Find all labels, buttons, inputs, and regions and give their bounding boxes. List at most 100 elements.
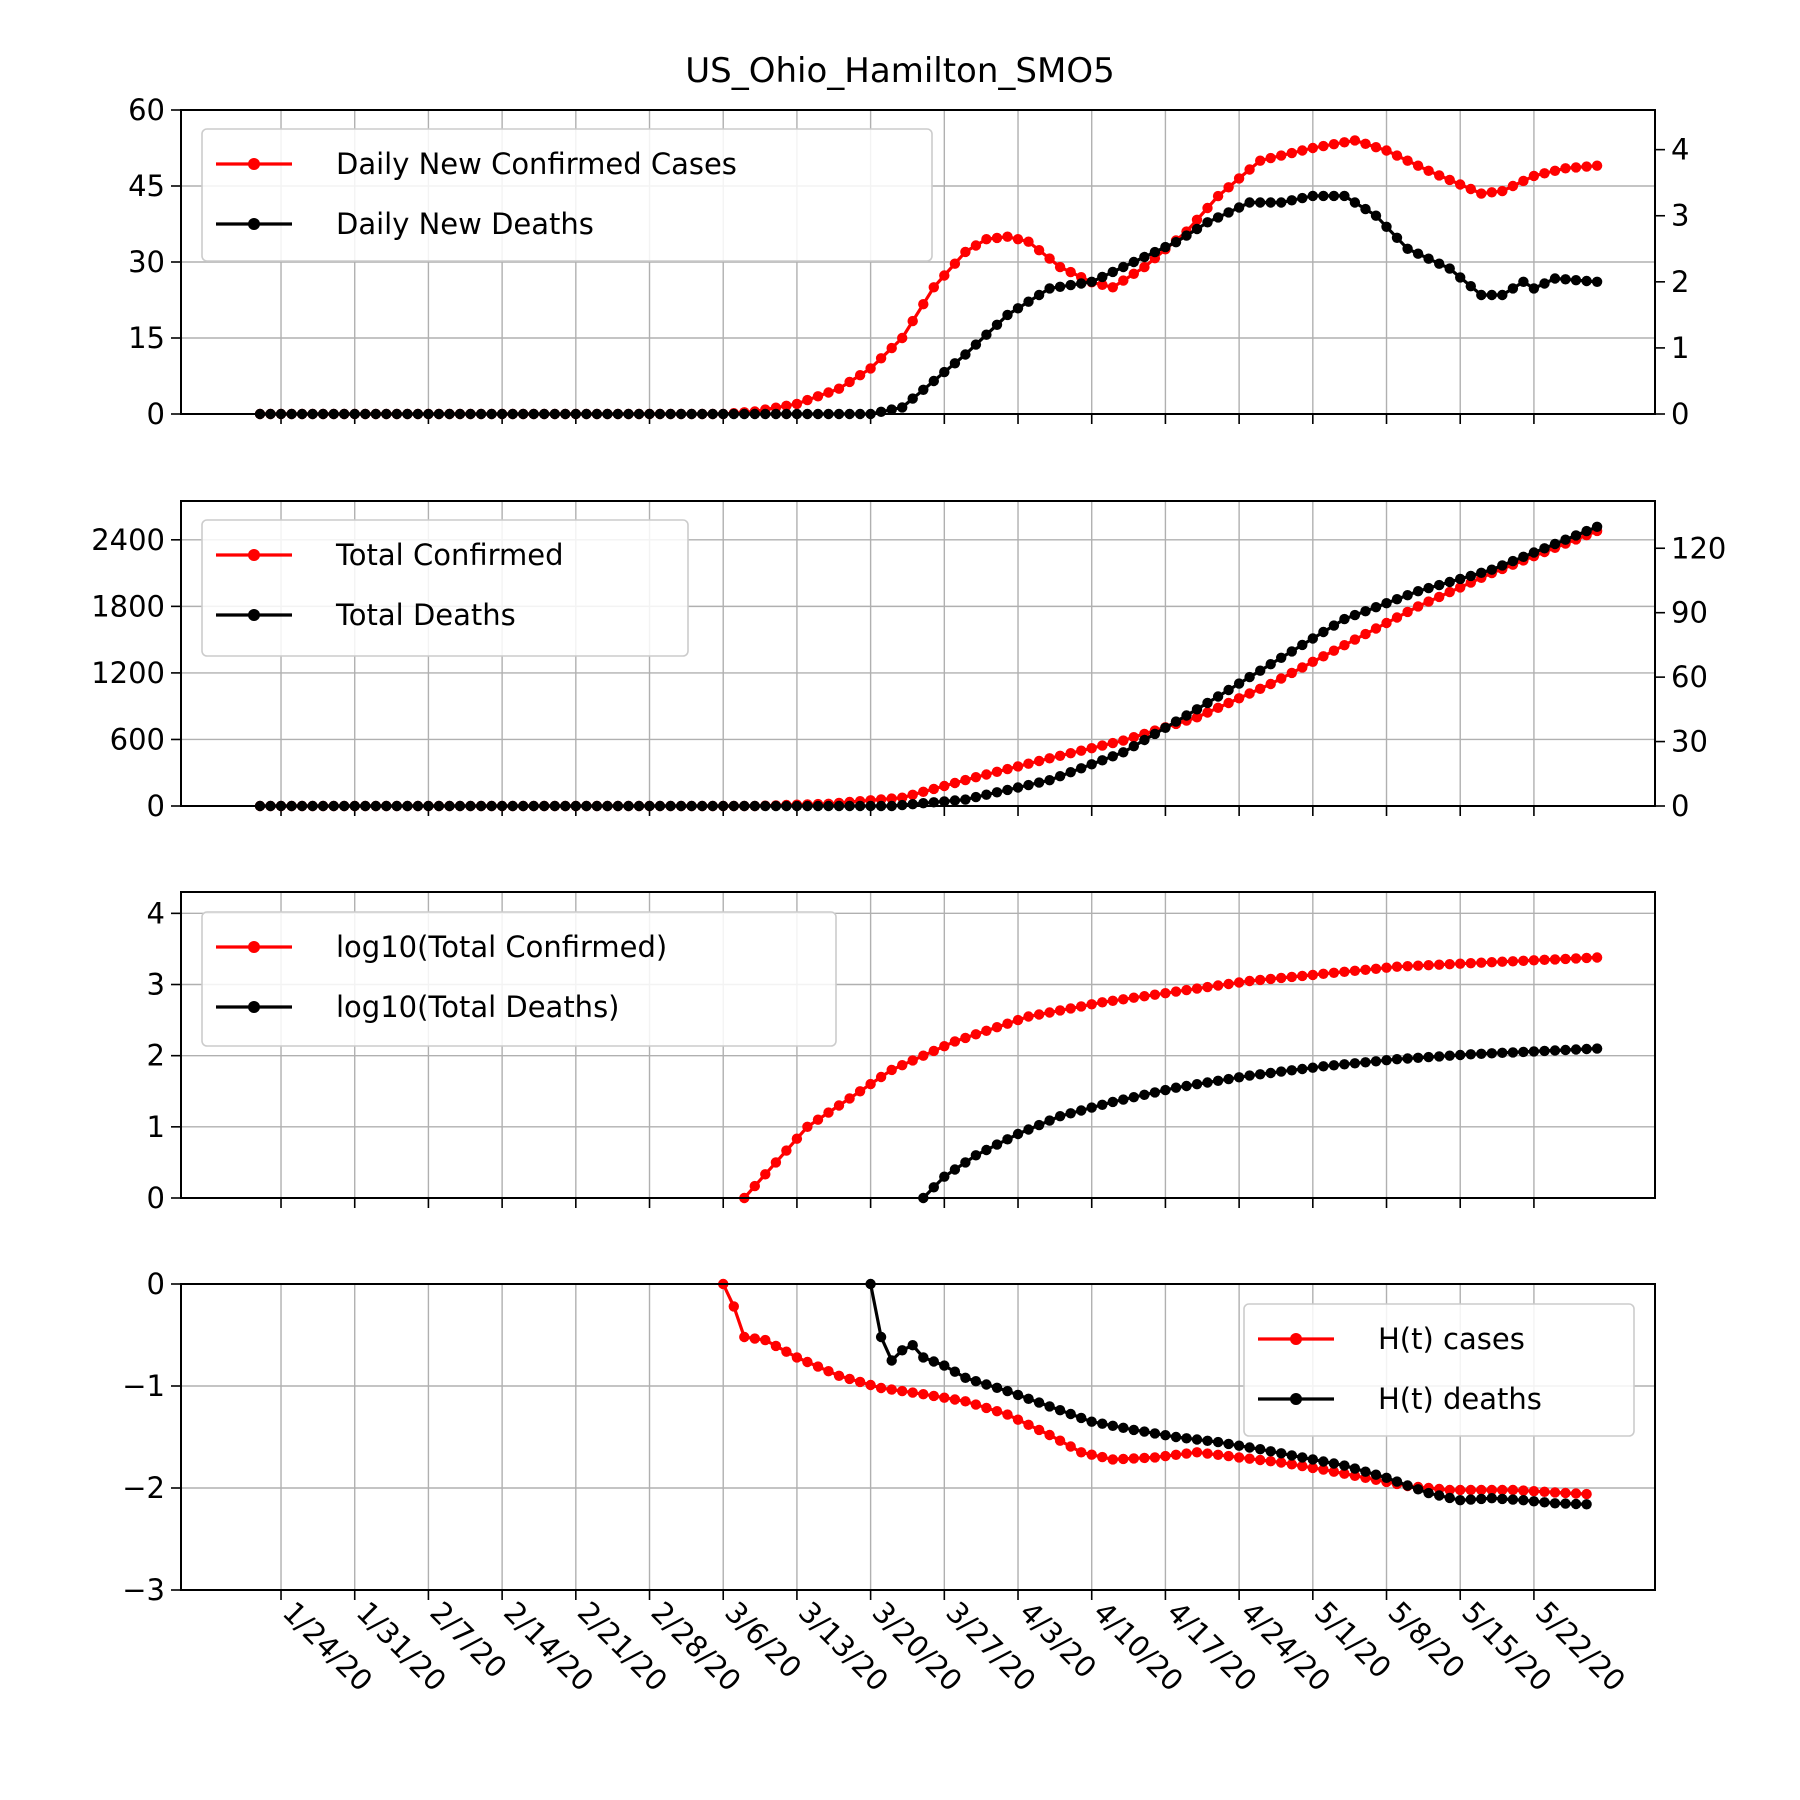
data-point [1349, 609, 1361, 621]
data-point [981, 789, 992, 800]
data-point [1107, 1454, 1119, 1465]
data-point [1160, 722, 1171, 733]
data-point [1528, 955, 1540, 966]
data-point [1265, 197, 1276, 208]
data-point [1170, 1082, 1182, 1093]
data-point [1539, 543, 1550, 554]
legend-label: H(t) deaths [1378, 1382, 1542, 1416]
data-point [1149, 728, 1161, 740]
data-point [1223, 697, 1234, 709]
data-point [1170, 986, 1182, 997]
data-point [1286, 1459, 1298, 1470]
data-point [1507, 1047, 1519, 1058]
data-point [1076, 1447, 1087, 1458]
data-point [1139, 1089, 1150, 1101]
data-point [949, 1394, 961, 1405]
data-point [1212, 212, 1224, 223]
data-point [1465, 1494, 1477, 1505]
data-point [918, 1352, 929, 1363]
data-point [1381, 1055, 1392, 1066]
data-point [1276, 972, 1287, 984]
data-point [1181, 230, 1192, 241]
data-point [1244, 1442, 1255, 1453]
data-point [1265, 152, 1276, 164]
y-right-tick-label: 30 [1671, 725, 1708, 759]
data-point [1539, 1497, 1550, 1508]
data-point [1244, 1070, 1255, 1081]
panel-frame [180, 500, 1656, 807]
data-point [1412, 160, 1424, 171]
data-point [1033, 777, 1045, 788]
data-point [1212, 702, 1224, 713]
data-point [1139, 734, 1150, 746]
data-point [949, 258, 961, 269]
legend-marker [248, 218, 260, 230]
data-point [981, 1402, 992, 1414]
data-point [1560, 163, 1571, 174]
data-point [1065, 1408, 1076, 1420]
data-point [1307, 1062, 1319, 1073]
data-point [1160, 1084, 1171, 1096]
data-point [1233, 977, 1245, 988]
data-point [949, 777, 961, 789]
data-point [1486, 564, 1498, 575]
data-point [1391, 594, 1403, 605]
data-point [749, 1180, 760, 1192]
data-point [1128, 741, 1140, 752]
data-point [928, 1390, 939, 1402]
data-point [897, 332, 908, 344]
data-point [1518, 551, 1529, 562]
data-point [1002, 784, 1013, 796]
data-point [1476, 957, 1487, 968]
data-point [1423, 1051, 1434, 1063]
data-point [1318, 190, 1329, 202]
data-point [865, 1078, 876, 1090]
y-tick-label: 60 [128, 93, 165, 127]
data-point [960, 349, 971, 360]
data-point [1339, 640, 1350, 651]
data-point [1181, 1448, 1192, 1459]
data-point [1591, 952, 1603, 963]
data-point [833, 383, 845, 394]
data-point [791, 1133, 803, 1144]
data-point [1212, 691, 1224, 702]
data-point [1476, 1484, 1487, 1496]
data-point [1044, 253, 1055, 264]
data-point [1402, 961, 1413, 972]
data-point [823, 1107, 834, 1118]
data-point [1086, 1449, 1097, 1460]
data-point [1391, 961, 1403, 972]
legend-box [1243, 1303, 1635, 1437]
data-point [1581, 275, 1592, 287]
data-point [1528, 1486, 1540, 1497]
data-point [1318, 1456, 1329, 1467]
data-point [1255, 1454, 1266, 1466]
data-point [1181, 984, 1192, 996]
data-point [897, 402, 908, 413]
data-point [1455, 272, 1466, 283]
data-point [1286, 1065, 1298, 1076]
data-point [1402, 590, 1413, 601]
chart-title: US_Ohio_Hamilton_SMO5 [685, 51, 1114, 91]
data-point [1044, 1429, 1055, 1441]
data-point [802, 1356, 813, 1368]
data-point [1065, 1108, 1076, 1119]
data-point [1054, 1005, 1066, 1016]
data-point [1097, 740, 1108, 751]
y-tick-label: −3 [122, 1573, 165, 1607]
data-point [960, 1157, 971, 1168]
data-point [875, 1331, 887, 1343]
data-point [907, 393, 918, 404]
y-right-tick-label: 0 [1671, 789, 1689, 823]
data-point [1202, 202, 1213, 214]
data-point [1044, 283, 1055, 294]
legend-marker [248, 609, 260, 621]
data-point [791, 398, 803, 410]
y-right-tick-label: 3 [1671, 199, 1689, 233]
data-point [1086, 759, 1097, 770]
data-point [1128, 992, 1140, 1003]
data-point [1360, 628, 1371, 640]
data-point [1255, 1069, 1266, 1080]
panel-frame [180, 891, 1656, 1199]
data-point [1139, 991, 1150, 1002]
